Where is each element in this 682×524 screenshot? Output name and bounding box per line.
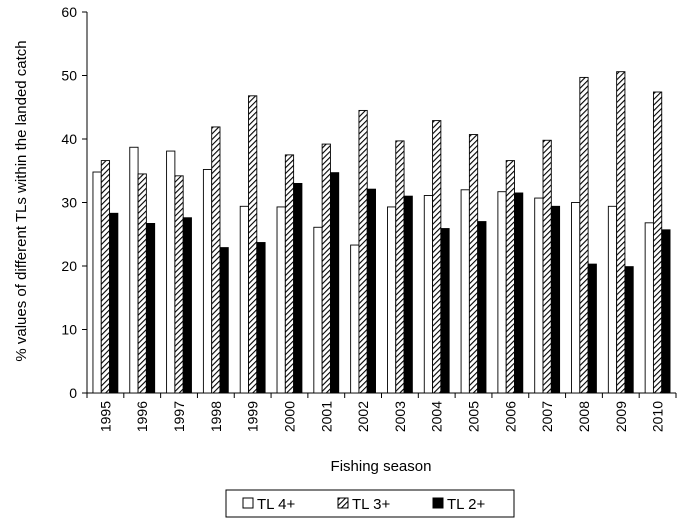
bar (366, 188, 376, 394)
x-tick-label: 2010 (650, 401, 666, 432)
x-tick-label: 1996 (134, 401, 150, 432)
bar (109, 212, 119, 394)
labels: 0 10 20 30 40 50 60 1995 1996 1997 1998 1999 2000 200… (61, 4, 665, 432)
bar (497, 191, 507, 394)
bar (423, 195, 434, 394)
legend: TL 4+ TL 3+ TL 2+ (225, 489, 515, 518)
bar (202, 169, 213, 394)
bar (239, 205, 249, 394)
bar (652, 91, 663, 394)
bar (358, 109, 368, 394)
bar (182, 217, 192, 394)
bar (284, 154, 295, 394)
bar (542, 139, 552, 394)
bar (571, 202, 581, 394)
bar (92, 171, 102, 394)
x-tick-label: 2001 (318, 401, 334, 432)
bar (616, 71, 626, 394)
x-tick-label: 2000 (281, 401, 297, 432)
bar (403, 195, 413, 394)
x-tick-label: 2002 (355, 401, 371, 432)
bar (624, 266, 634, 394)
x-tick-label: 1998 (208, 401, 224, 432)
bar (534, 197, 544, 394)
bar (137, 173, 147, 394)
bar (505, 160, 515, 394)
x-axis-title: Fishing season (331, 458, 432, 475)
y-tick-label: 40 (61, 131, 77, 147)
bar (607, 205, 618, 394)
legend-swatch (432, 497, 444, 509)
y-tick-label: 30 (61, 195, 77, 211)
bar (477, 221, 487, 394)
y-axis-title: % values of different TLs within the lan… (13, 40, 30, 361)
bar (350, 244, 360, 394)
legend-label: TL 3+ (352, 496, 390, 513)
bar (587, 263, 597, 394)
y-tick-label: 0 (69, 385, 77, 401)
bar (579, 76, 589, 394)
x-tick-label: 1999 (245, 401, 261, 432)
bar (550, 205, 561, 394)
bar (644, 222, 654, 394)
bar (129, 146, 139, 394)
bar (276, 206, 286, 394)
legend-swatch (337, 497, 349, 509)
legend-label: TL 4+ (257, 496, 295, 513)
x-tick-label: 2003 (392, 401, 408, 432)
x-tick-label: 2008 (576, 401, 592, 432)
bars (92, 71, 671, 394)
bar (661, 229, 671, 394)
bar (395, 140, 405, 394)
bar (329, 172, 340, 394)
bar (211, 126, 221, 394)
bar (432, 120, 442, 394)
bar (321, 143, 331, 394)
bar (174, 175, 184, 394)
y-tick-label: 50 (61, 68, 77, 84)
x-tick-label: 1995 (97, 401, 113, 432)
y-tick-label: 20 (61, 258, 77, 274)
x-tick-label: 2007 (539, 401, 555, 432)
legend-label: TL 2+ (447, 496, 485, 513)
legend-box (225, 489, 515, 518)
bar (219, 247, 229, 394)
bar (100, 160, 111, 394)
x-tick-label: 2004 (429, 401, 445, 432)
legend-swatch (242, 497, 254, 509)
bar (293, 182, 303, 394)
bar (166, 150, 176, 394)
bar (514, 192, 524, 394)
bar (440, 228, 450, 394)
x-tick-label: 2005 (466, 401, 482, 432)
x-tick-label: 2006 (502, 401, 518, 432)
x-tick-label: 2009 (613, 401, 629, 432)
y-tick-label: 10 (61, 322, 77, 338)
y-tick-label: 60 (61, 4, 77, 20)
bar (313, 226, 323, 394)
bar (256, 242, 266, 394)
bar (145, 222, 156, 394)
bar (248, 95, 258, 394)
bar (468, 134, 479, 394)
bar (387, 206, 397, 394)
bar (460, 189, 470, 394)
x-tick-label: 1997 (171, 401, 187, 432)
